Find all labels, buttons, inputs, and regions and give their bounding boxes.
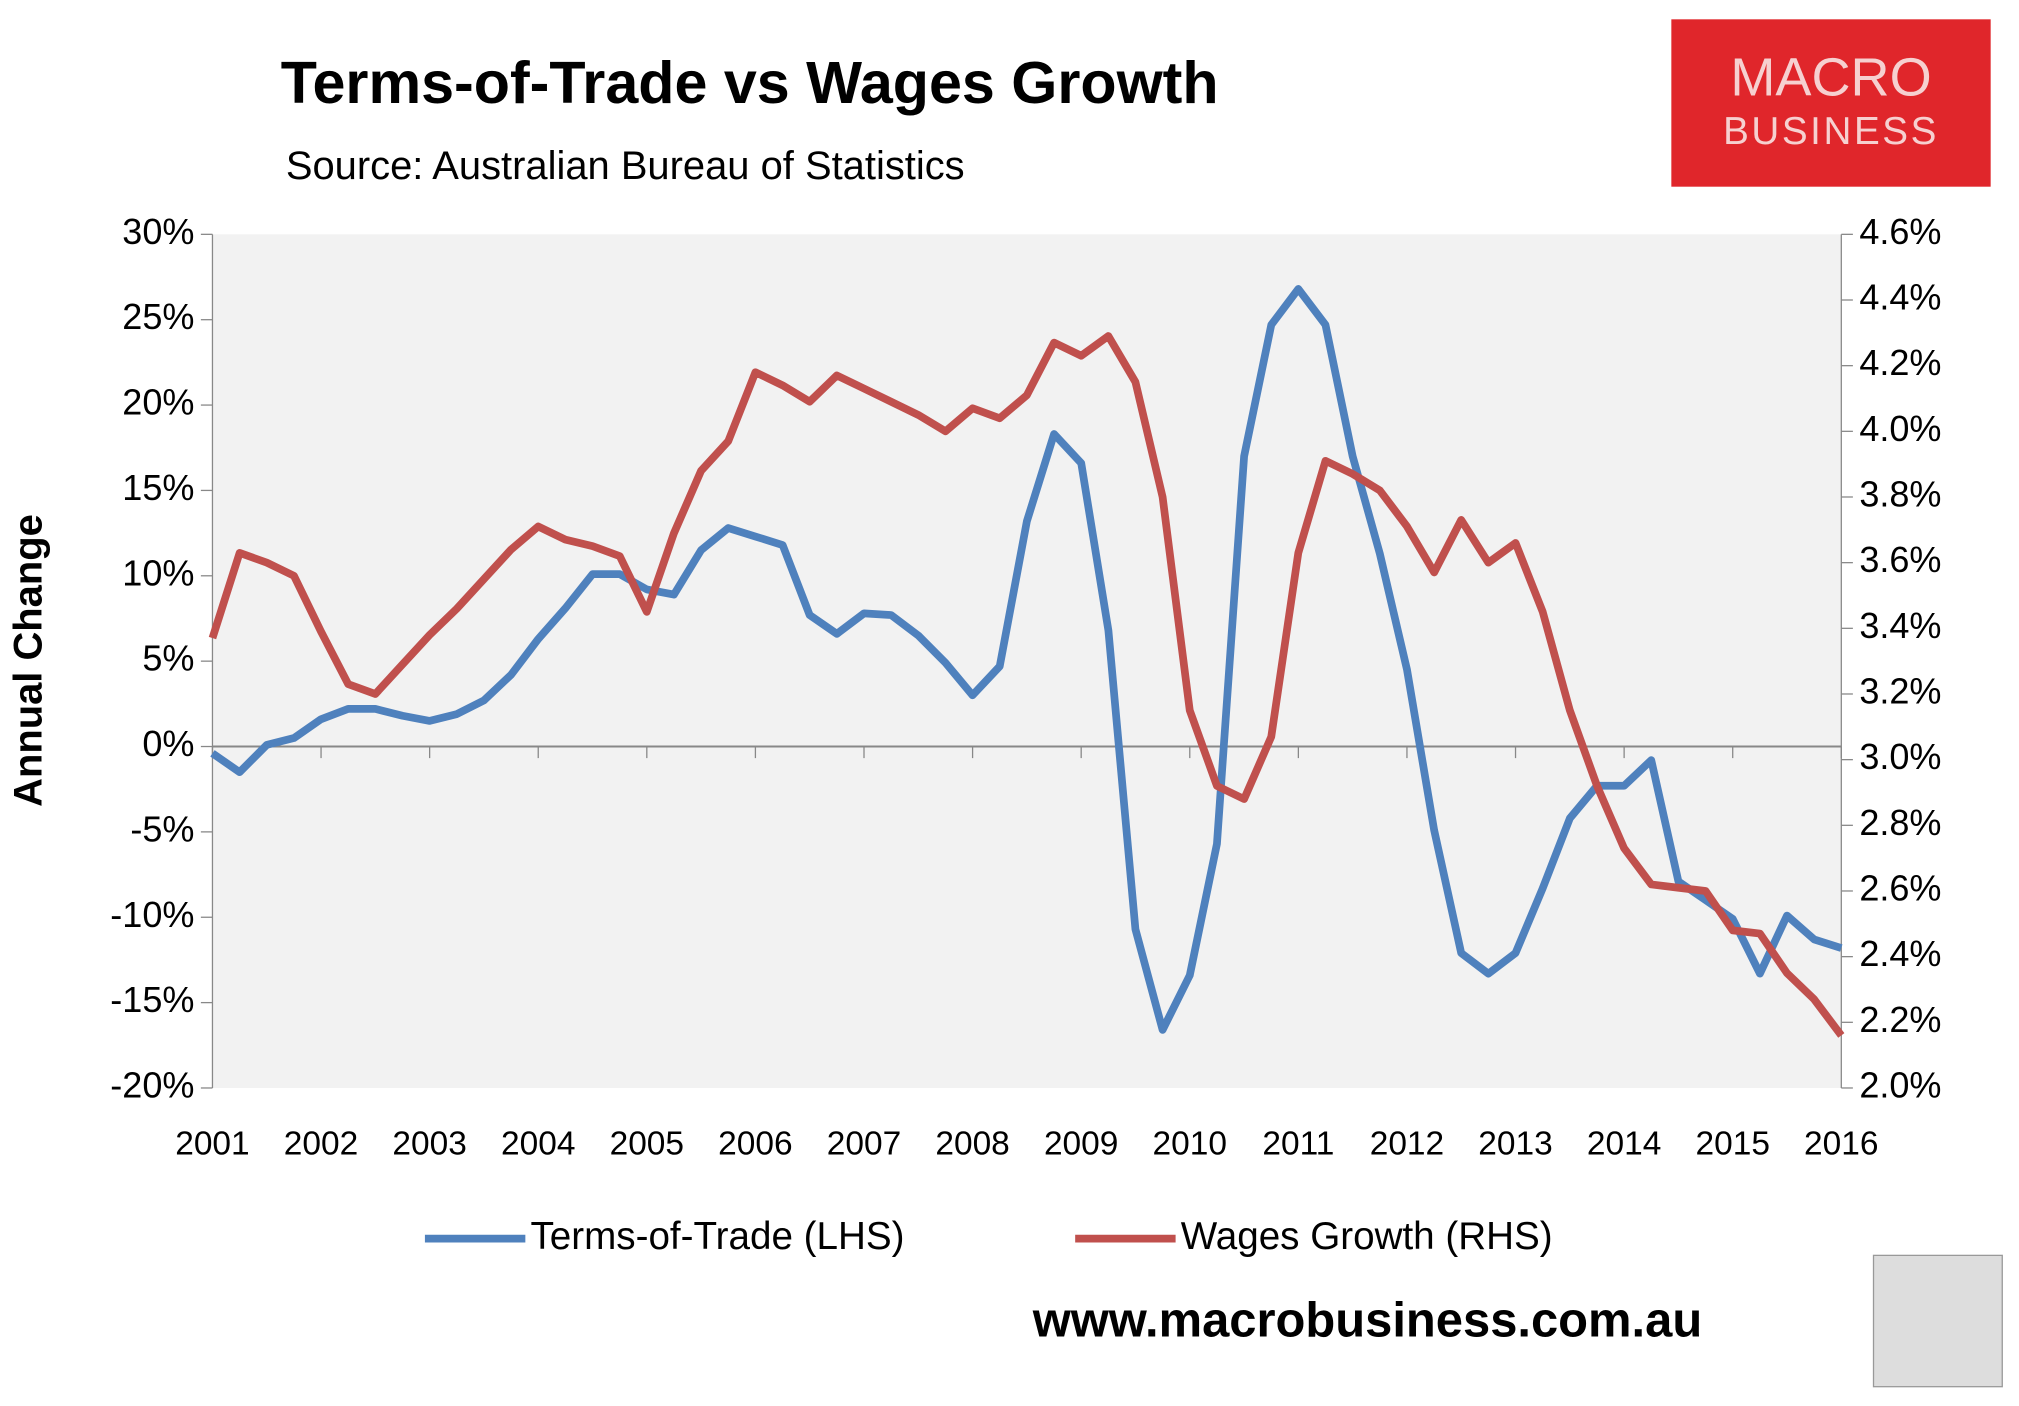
y2-tick-label: 3.8% <box>1859 474 1941 515</box>
y-tick-label: 5% <box>142 638 194 679</box>
x-tick-label: 2006 <box>718 1126 792 1163</box>
y-tick-label: -15% <box>110 979 194 1020</box>
y2-tick-label: 4.0% <box>1859 408 1941 449</box>
x-tick-label: 2011 <box>1262 1126 1334 1163</box>
y2-tick-label: 2.4% <box>1859 933 1941 974</box>
y2-tick-label: 4.2% <box>1859 342 1941 383</box>
x-tick-label: 2002 <box>284 1126 358 1163</box>
y-tick-label: -5% <box>130 808 194 849</box>
x-tick-label: 2001 <box>175 1126 249 1163</box>
x-tick-label: 2007 <box>827 1126 901 1163</box>
series-line <box>210 285 1843 1034</box>
y2-tick-label: 3.4% <box>1859 605 1941 646</box>
legend-label: Wages Growth (RHS) <box>1181 1215 1553 1258</box>
y2-tick-label: 3.6% <box>1859 539 1941 580</box>
x-tick-label: 2009 <box>1044 1126 1118 1163</box>
logo-text: BUSINESS <box>1723 110 1939 153</box>
y-tick-label: 15% <box>122 467 194 508</box>
y-axis-label: Annual Change <box>6 514 50 807</box>
y-tick-label: 0% <box>142 723 194 764</box>
x-tick-label: 2013 <box>1478 1126 1552 1163</box>
x-tick-label: 2004 <box>501 1126 575 1163</box>
y-tick-label: 25% <box>122 296 194 337</box>
y2-tick-label: 2.0% <box>1859 1064 1941 1105</box>
y2-tick-label: 2.6% <box>1859 867 1941 908</box>
y2-tick-label: 4.6% <box>1859 211 1941 252</box>
x-tick-label: 2008 <box>935 1126 1009 1163</box>
x-tick-label: 2016 <box>1804 1126 1878 1163</box>
y2-tick-label: 2.2% <box>1859 999 1941 1040</box>
x-tick-label: 2012 <box>1370 1126 1444 1163</box>
x-tick-label: 2003 <box>392 1126 466 1163</box>
chart-subtitle: Source: Australian Bureau of Statistics <box>286 144 965 188</box>
logo-box <box>1671 19 1991 187</box>
y-tick-label: 10% <box>122 552 194 593</box>
y2-tick-label: 4.4% <box>1859 277 1941 318</box>
y-tick-label: -10% <box>110 894 194 935</box>
x-tick-label: 2015 <box>1695 1126 1769 1163</box>
series-line <box>208 332 1845 1038</box>
y2-tick-label: 3.2% <box>1859 671 1941 712</box>
x-tick-label: 2010 <box>1153 1126 1227 1163</box>
chart-title: Terms-of-Trade vs Wages Growth <box>281 49 1219 116</box>
x-tick-label: 2005 <box>610 1126 684 1163</box>
y-tick-label: 30% <box>122 211 194 252</box>
y-tick-label: -20% <box>110 1064 194 1105</box>
plot-area <box>212 234 1842 1088</box>
website: www.macrobusiness.com.au <box>1032 1294 1703 1348</box>
y2-tick-label: 2.8% <box>1859 802 1941 843</box>
y-tick-label: 20% <box>122 382 194 423</box>
logo-text: MACRO <box>1730 47 1931 107</box>
y2-tick-label: 3.0% <box>1859 736 1941 777</box>
legend-label: Terms-of-Trade (LHS) <box>531 1215 905 1258</box>
fox-icon <box>1872 1254 2003 1388</box>
x-tick-label: 2014 <box>1587 1126 1661 1163</box>
